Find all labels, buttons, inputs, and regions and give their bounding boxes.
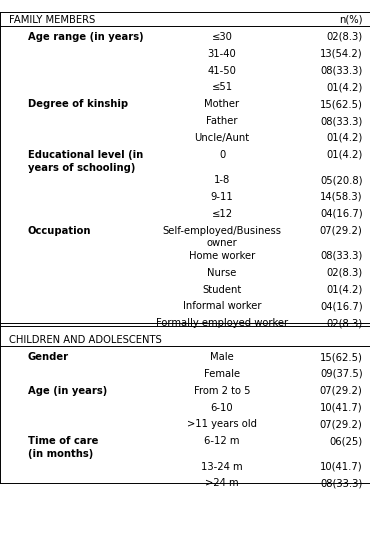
Text: 06(25): 06(25) bbox=[329, 436, 363, 446]
Text: ≤51: ≤51 bbox=[211, 82, 233, 93]
Text: 14(58.3): 14(58.3) bbox=[320, 192, 363, 202]
Text: Mother: Mother bbox=[205, 99, 239, 109]
Text: 09(37.5): 09(37.5) bbox=[320, 369, 363, 379]
Text: 31-40: 31-40 bbox=[208, 49, 236, 59]
Text: >24 m: >24 m bbox=[205, 478, 239, 488]
Text: 01(4.2): 01(4.2) bbox=[326, 285, 363, 295]
Text: 01(4.2): 01(4.2) bbox=[326, 150, 363, 160]
Text: CHILDREN AND ADOLESCENTS: CHILDREN AND ADOLESCENTS bbox=[9, 335, 162, 345]
Text: 08(33.3): 08(33.3) bbox=[320, 65, 363, 75]
Text: Male: Male bbox=[210, 352, 234, 362]
Text: 05(20.8): 05(20.8) bbox=[320, 175, 363, 185]
Text: 04(16.7): 04(16.7) bbox=[320, 301, 363, 311]
Text: Educational level (in
years of schooling): Educational level (in years of schooling… bbox=[28, 150, 143, 173]
Text: Home worker: Home worker bbox=[189, 251, 255, 261]
Text: 02(8.3): 02(8.3) bbox=[326, 32, 363, 42]
Text: Student: Student bbox=[202, 285, 242, 295]
Text: 41-50: 41-50 bbox=[208, 65, 236, 75]
Text: 13(54.2): 13(54.2) bbox=[320, 49, 363, 59]
Text: 02(8.3): 02(8.3) bbox=[326, 318, 363, 328]
Text: Self-employed/Business
owner: Self-employed/Business owner bbox=[162, 226, 282, 248]
Text: Informal worker: Informal worker bbox=[183, 301, 261, 311]
Text: 04(16.7): 04(16.7) bbox=[320, 209, 363, 219]
Text: >11 years old: >11 years old bbox=[187, 419, 257, 430]
Text: n(%): n(%) bbox=[339, 15, 363, 25]
Text: 01(4.2): 01(4.2) bbox=[326, 82, 363, 93]
Text: 0: 0 bbox=[219, 150, 225, 160]
Text: 01(4.2): 01(4.2) bbox=[326, 133, 363, 143]
Text: 1-8: 1-8 bbox=[214, 175, 230, 185]
Text: 6-12 m: 6-12 m bbox=[204, 436, 240, 446]
Text: 08(33.3): 08(33.3) bbox=[320, 116, 363, 126]
Text: Gender: Gender bbox=[28, 352, 69, 362]
Text: 07(29.2): 07(29.2) bbox=[320, 386, 363, 396]
Text: 07(29.2): 07(29.2) bbox=[320, 226, 363, 235]
Text: FAMILY MEMBERS: FAMILY MEMBERS bbox=[9, 15, 95, 25]
Text: Age range (in years): Age range (in years) bbox=[28, 32, 144, 42]
Text: Occupation: Occupation bbox=[28, 226, 91, 235]
Text: 15(62.5): 15(62.5) bbox=[320, 99, 363, 109]
Text: Degree of kinship: Degree of kinship bbox=[28, 99, 128, 109]
Text: Age (in years): Age (in years) bbox=[28, 386, 107, 396]
Text: Female: Female bbox=[204, 369, 240, 379]
Text: Nurse: Nurse bbox=[207, 268, 237, 278]
Text: Uncle/Aunt: Uncle/Aunt bbox=[195, 133, 249, 143]
Text: 08(33.3): 08(33.3) bbox=[320, 251, 363, 261]
Text: 07(29.2): 07(29.2) bbox=[320, 419, 363, 430]
Text: 15(62.5): 15(62.5) bbox=[320, 352, 363, 362]
Text: ≤12: ≤12 bbox=[211, 209, 233, 219]
Text: 10(41.7): 10(41.7) bbox=[320, 462, 363, 471]
Text: 13-24 m: 13-24 m bbox=[201, 462, 243, 471]
Text: 02(8.3): 02(8.3) bbox=[326, 268, 363, 278]
Text: ≤30: ≤30 bbox=[212, 32, 232, 42]
Text: Time of care
(in months): Time of care (in months) bbox=[28, 436, 98, 459]
Text: 08(33.3): 08(33.3) bbox=[320, 478, 363, 488]
Text: Father: Father bbox=[206, 116, 238, 126]
Text: 10(41.7): 10(41.7) bbox=[320, 402, 363, 412]
Text: 9-11: 9-11 bbox=[211, 192, 233, 202]
Text: Formally employed worker: Formally employed worker bbox=[156, 318, 288, 328]
Text: 6-10: 6-10 bbox=[211, 402, 233, 412]
Text: From 2 to 5: From 2 to 5 bbox=[194, 386, 250, 396]
